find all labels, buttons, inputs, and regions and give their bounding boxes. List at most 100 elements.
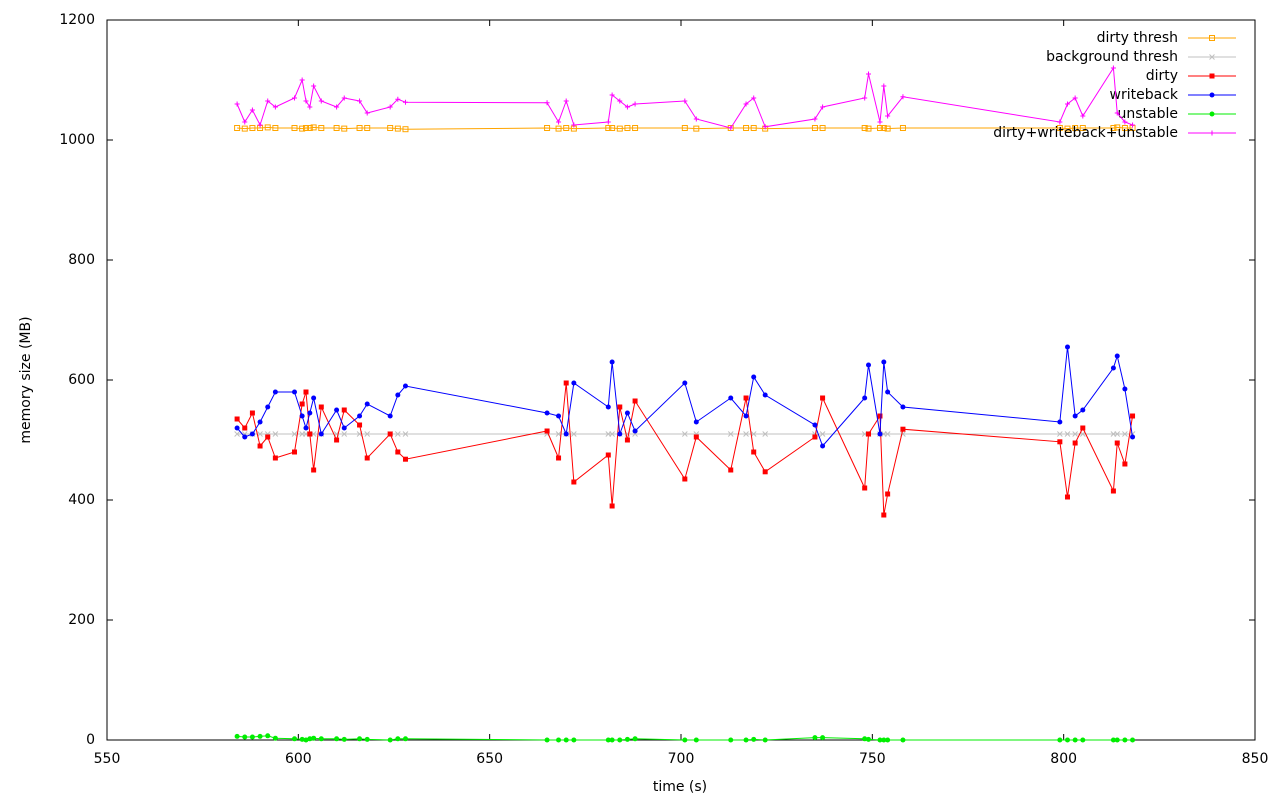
data-point (1122, 119, 1128, 125)
data-point (881, 512, 887, 518)
data-point (624, 437, 630, 443)
data-point (884, 431, 891, 437)
data-point (1130, 122, 1136, 128)
data-point (609, 737, 615, 743)
data-point (563, 98, 569, 104)
data-point (571, 737, 577, 743)
data-point (877, 431, 883, 437)
data-point (265, 98, 271, 104)
data-point (357, 736, 363, 742)
data-point (307, 104, 313, 110)
y-tick-label: 800 (68, 252, 95, 268)
data-point (341, 407, 347, 413)
data-point (272, 431, 279, 437)
data-point (341, 95, 347, 101)
data-point (693, 116, 699, 122)
data-point (402, 126, 409, 133)
data-point (563, 380, 569, 386)
data-point (1072, 95, 1078, 101)
data-point (571, 122, 577, 128)
data-point (624, 736, 630, 742)
data-point (866, 736, 872, 742)
legend-label: writeback (1110, 87, 1179, 103)
data-point (605, 119, 611, 125)
data-point (364, 431, 371, 437)
data-point (1130, 413, 1136, 419)
data-point (394, 125, 401, 132)
data-point (387, 737, 393, 743)
data-point (318, 98, 324, 104)
data-point (605, 452, 611, 458)
data-point (751, 374, 757, 380)
data-point (682, 380, 688, 386)
data-point (1122, 386, 1128, 392)
data-point (751, 736, 757, 742)
data-point (1121, 125, 1128, 131)
data-point (299, 77, 305, 83)
data-point (743, 737, 749, 743)
data-point (310, 124, 317, 131)
data-point (395, 96, 401, 102)
data-point (900, 94, 906, 100)
data-point (682, 737, 688, 743)
data-point (563, 125, 570, 131)
data-point (1072, 431, 1079, 437)
data-point (862, 395, 868, 401)
series-line (236, 66, 1133, 129)
data-point (862, 485, 868, 491)
data-point (866, 71, 872, 77)
data-point (899, 125, 906, 131)
data-point (900, 404, 906, 410)
data-point (272, 455, 278, 461)
data-point (900, 737, 906, 743)
legend-label: unstable (1118, 106, 1179, 122)
data-point (311, 83, 317, 89)
data-point (555, 125, 562, 132)
data-point (877, 413, 883, 419)
data-point (751, 449, 757, 455)
data-point (357, 413, 363, 419)
data-point (318, 431, 324, 437)
data-point (265, 404, 271, 410)
data-point (292, 95, 298, 101)
data-point (693, 434, 699, 440)
data-point (1130, 737, 1136, 743)
x-tick-label: 600 (285, 751, 312, 767)
data-point (234, 101, 240, 107)
y-tick-label: 1200 (59, 12, 95, 28)
data-point (811, 125, 818, 131)
data-point (1122, 461, 1128, 467)
data-point (1072, 440, 1078, 446)
data-point (334, 407, 340, 413)
data-point (241, 125, 248, 132)
data-point (299, 413, 305, 419)
legend-marker (1209, 111, 1215, 117)
data-point (242, 119, 248, 125)
data-point (762, 469, 768, 475)
data-point (743, 125, 750, 131)
data-point (242, 425, 248, 431)
data-point (292, 449, 298, 455)
data-point (728, 125, 734, 131)
data-point (234, 431, 240, 437)
data-point (820, 104, 826, 110)
data-point (881, 83, 887, 89)
data-point (265, 434, 271, 440)
data-point (1064, 431, 1071, 437)
data-point (257, 733, 263, 739)
data-point (272, 735, 278, 741)
data-point (1064, 494, 1070, 500)
data-point (762, 431, 769, 437)
data-point (291, 125, 298, 131)
data-point (881, 737, 887, 743)
data-point (877, 737, 883, 743)
data-point (812, 116, 818, 122)
data-point (334, 736, 340, 742)
data-point (299, 125, 306, 132)
data-point (563, 737, 569, 743)
data-point (617, 737, 623, 743)
data-point (617, 431, 623, 437)
data-point (900, 426, 906, 432)
data-point (884, 125, 891, 132)
data-point (264, 124, 271, 131)
